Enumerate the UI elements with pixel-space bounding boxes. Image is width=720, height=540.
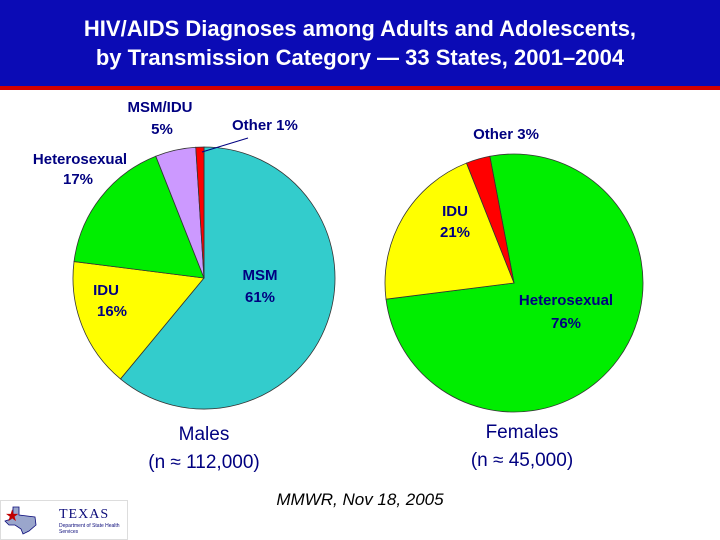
- males-label-idu: IDU: [93, 282, 119, 299]
- source-citation: MMWR, Nov 18, 2005: [276, 490, 444, 509]
- females-slice-idu: [384, 162, 515, 300]
- males-slice-other: [195, 146, 205, 279]
- males-slice-msm: [119, 146, 336, 410]
- slide-title: HIV/AIDS Diagnoses among Adults and Adol…: [0, 0, 720, 86]
- males-slice-heterosexual: [73, 155, 205, 279]
- pie-chart-females: [384, 153, 644, 413]
- texas-map-icon: [4, 506, 37, 535]
- females-slice-heterosexual: [385, 153, 644, 413]
- males-label-heterosexual: Heterosexual: [33, 151, 127, 168]
- star-icon: ★: [5, 508, 20, 525]
- males-value-msm-idu: 5%: [151, 121, 173, 138]
- males-label-msm-idu: MSM/IDU: [128, 99, 193, 116]
- pie-chart-males: [72, 146, 336, 410]
- females-value-idu: 21%: [440, 224, 470, 241]
- males-label-msm: MSM: [243, 267, 278, 284]
- females-label-heterosexual: Heterosexual: [519, 292, 613, 309]
- females-label-idu: IDU: [442, 203, 468, 220]
- females-value-heterosexual: 76%: [551, 315, 581, 332]
- males-slice-idu: [72, 261, 205, 380]
- females-slice-other: [465, 155, 515, 284]
- males-caption-n: (n ≈ 112,000): [148, 452, 259, 473]
- texas-dshs-logo: ★ TEXAS Department of State Health Servi…: [0, 500, 128, 540]
- males-caption-title: Males: [179, 424, 230, 445]
- males-label-other: Other 1%: [232, 117, 298, 134]
- males-other-leader-line: [201, 137, 249, 153]
- logo-name: TEXAS: [59, 507, 110, 522]
- males-value-msm: 61%: [245, 289, 275, 306]
- females-label-other: Other 3%: [473, 126, 539, 143]
- logo-subtitle: Department of State Health Services: [59, 523, 120, 535]
- title-line-1: HIV/AIDS Diagnoses among Adults and Adol…: [83, 16, 637, 41]
- females-caption-n: (n ≈ 45,000): [471, 450, 573, 471]
- title-divider: [0, 86, 720, 90]
- title-line-2: by Transmission Category — 33 States, 20…: [95, 45, 625, 70]
- females-caption-title: Females: [486, 422, 559, 443]
- males-value-heterosexual: 17%: [63, 171, 93, 188]
- males-value-idu: 16%: [97, 303, 127, 320]
